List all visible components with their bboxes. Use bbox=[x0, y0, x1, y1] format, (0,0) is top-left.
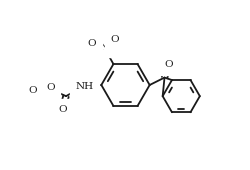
Text: O: O bbox=[110, 35, 118, 44]
Text: N: N bbox=[99, 43, 108, 52]
Text: NH: NH bbox=[75, 82, 93, 91]
Text: O: O bbox=[163, 60, 172, 69]
Text: O: O bbox=[58, 105, 66, 114]
Text: O: O bbox=[46, 83, 54, 92]
Text: O: O bbox=[28, 86, 37, 95]
Text: O: O bbox=[88, 39, 96, 48]
